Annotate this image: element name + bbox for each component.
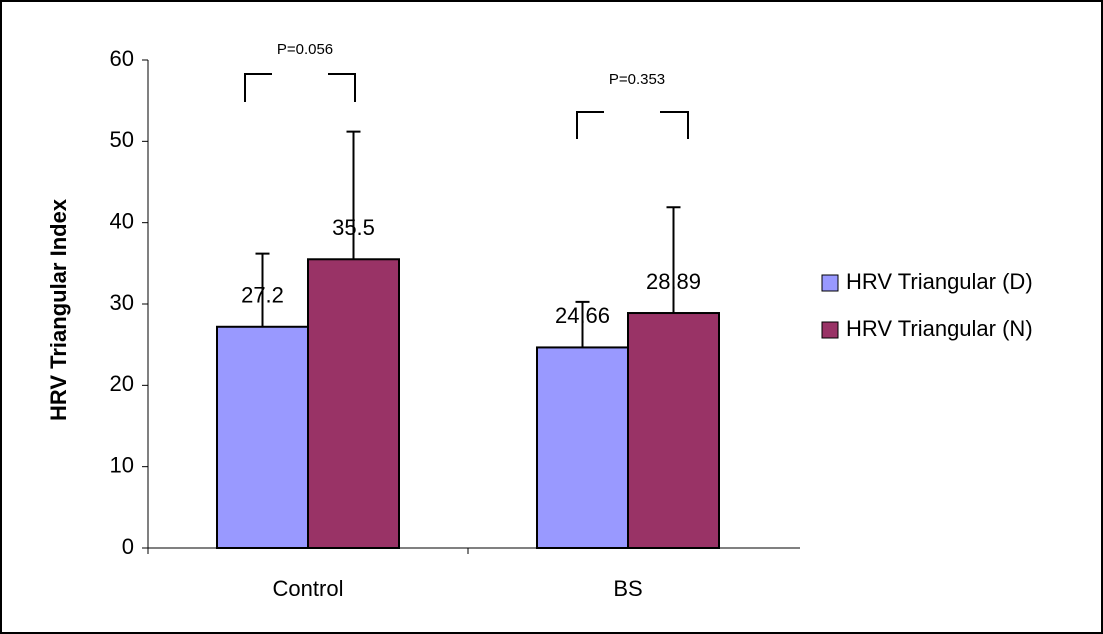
annotation: P=0.056	[277, 41, 333, 58]
legend-swatch	[822, 322, 838, 338]
legend-label: HRV Triangular (D)	[846, 269, 1033, 294]
bar	[537, 347, 628, 548]
annotation: P=0.353	[609, 71, 665, 88]
y-tick-label: 10	[110, 452, 134, 477]
bar	[308, 259, 399, 548]
y-axis-label: HRV Triangular Index	[46, 198, 71, 421]
y-tick-label: 50	[110, 127, 134, 152]
legend-swatch	[822, 275, 838, 291]
value-label: 28.89	[646, 269, 701, 294]
chart: HRV Triangular Index P=0.056 P=0.353 0 10…	[0, 0, 1103, 634]
x-tick-label: Control	[273, 576, 344, 601]
legend-label: HRV Triangular (N)	[846, 316, 1033, 341]
y-tick-label: 40	[110, 208, 134, 233]
value-label: 35.5	[332, 215, 375, 240]
y-tick-label: 0	[122, 534, 134, 559]
y-tick-label: 30	[110, 290, 134, 315]
value-label: 27.2	[241, 283, 284, 308]
x-tick-label: BS	[613, 576, 642, 601]
bar	[628, 313, 719, 548]
bar	[217, 327, 308, 548]
y-tick-label: 60	[110, 46, 134, 71]
y-tick-label: 20	[110, 371, 134, 396]
value-label: 24.66	[555, 303, 610, 328]
